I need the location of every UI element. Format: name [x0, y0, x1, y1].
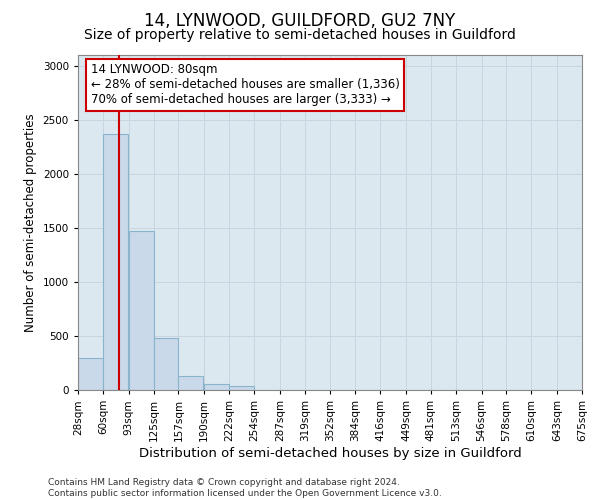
Bar	[178, 376, 203, 390]
Bar	[229, 386, 254, 390]
Bar	[78, 358, 103, 390]
Bar	[128, 231, 154, 390]
Text: Size of property relative to semi-detached houses in Guildford: Size of property relative to semi-detach…	[84, 28, 516, 42]
X-axis label: Distribution of semi-detached houses by size in Guildford: Distribution of semi-detached houses by …	[139, 446, 521, 460]
Text: Contains HM Land Registry data © Crown copyright and database right 2024.
Contai: Contains HM Land Registry data © Crown c…	[48, 478, 442, 498]
Bar	[204, 384, 229, 390]
Bar	[103, 134, 128, 390]
Text: 14, LYNWOOD, GUILDFORD, GU2 7NY: 14, LYNWOOD, GUILDFORD, GU2 7NY	[145, 12, 455, 30]
Text: 14 LYNWOOD: 80sqm
← 28% of semi-detached houses are smaller (1,336)
70% of semi-: 14 LYNWOOD: 80sqm ← 28% of semi-detached…	[91, 64, 400, 106]
Bar	[154, 338, 178, 390]
Y-axis label: Number of semi-detached properties: Number of semi-detached properties	[24, 113, 37, 332]
